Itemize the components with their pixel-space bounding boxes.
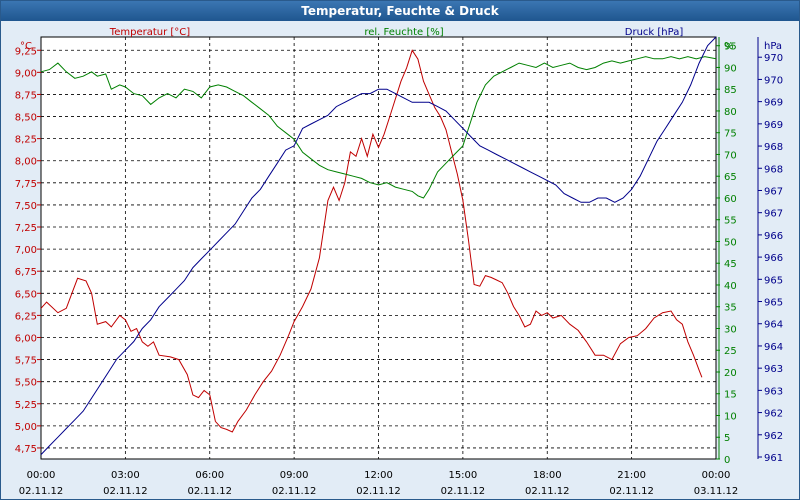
y-tick-humidity: 5 (724, 433, 730, 444)
y-tick-temperature: 5,50 (15, 378, 37, 389)
x-tick-time: 15:00 (448, 470, 477, 481)
y-tick-pressure: 968 (764, 164, 783, 175)
humidity-axis-label: rel. Feuchte [%] (364, 27, 443, 38)
temperature-unit: °C (20, 41, 32, 52)
y-tick-humidity: 30 (724, 324, 737, 335)
x-tick-date: 02.11.12 (441, 486, 486, 497)
y-tick-humidity: 35 (724, 303, 737, 314)
pressure-unit: hPa (764, 41, 782, 52)
y-tick-pressure: 963 (764, 364, 783, 375)
y-tick-humidity: 50 (724, 237, 737, 248)
y-tick-humidity: 85 (724, 85, 737, 96)
y-tick-humidity: 40 (724, 281, 737, 292)
y-tick-humidity: 25 (724, 346, 737, 357)
y-tick-pressure: 970 (764, 75, 783, 86)
y-tick-temperature: 8,75 (15, 90, 37, 101)
y-tick-pressure: 965 (764, 298, 783, 309)
x-tick-date: 03.11.12 (694, 486, 739, 497)
y-tick-temperature: 6,50 (15, 289, 37, 300)
pressure-axis: 961 962 962 963 963 964 964 965 965 966 966 967 967 9… (757, 37, 783, 464)
y-tick-humidity: 60 (724, 194, 737, 205)
y-tick-temperature: 7,50 (15, 201, 37, 212)
y-tick-pressure: 964 (764, 342, 783, 353)
x-tick-time: 03:00 (111, 470, 140, 481)
humidity-unit: % (724, 41, 734, 52)
series-line-humidity (40, 56, 717, 199)
y-tick-humidity: 10 (724, 411, 737, 422)
y-tick-temperature: 9,00 (15, 68, 37, 79)
y-tick-pressure: 963 (764, 386, 783, 397)
x-tick-date: 02.11.12 (609, 486, 654, 497)
x-tick-time: 06:00 (195, 470, 224, 481)
y-tick-temperature: 6,00 (15, 333, 37, 344)
y-tick-pressure: 962 (764, 409, 783, 420)
series-line-pressure (40, 36, 717, 455)
y-tick-temperature: 5,75 (15, 356, 37, 367)
y-tick-temperature: 7,25 (15, 223, 37, 234)
y-tick-pressure: 967 (764, 209, 783, 220)
y-tick-humidity: 70 (724, 150, 737, 161)
y-tick-pressure: 965 (764, 275, 783, 286)
x-tick-time: 18:00 (533, 470, 562, 481)
axis-labels: Temperatur [°C] rel. Feuchte [%] Druck [hP… (109, 27, 684, 38)
time-axis: 00:00 02.11.12 03:00 02.11.12 06:00 02.11.12 0… (19, 470, 739, 497)
y-tick-temperature: 8,25 (15, 135, 37, 146)
y-tick-temperature: 8,50 (15, 113, 37, 124)
x-tick-time: 00:00 (702, 470, 731, 481)
temperature-axis-label: Temperatur [°C] (109, 27, 190, 38)
chart-title: Temperatur, Feuchte & Druck (1, 1, 799, 21)
series-line-temperature (40, 49, 703, 433)
y-tick-pressure: 967 (764, 186, 783, 197)
x-tick-date: 02.11.12 (187, 486, 232, 497)
y-tick-pressure: 962 (764, 431, 783, 442)
y-tick-temperature: 6,25 (15, 311, 37, 322)
y-tick-pressure: 964 (764, 320, 783, 331)
temperature-axis: 4,75 5,00 5,25 5,50 5,75 6,00 6,25 6,50 6,75 7,00… (15, 41, 41, 455)
y-tick-pressure: 968 (764, 142, 783, 153)
y-tick-humidity: 75 (724, 129, 737, 140)
x-tick-time: 00:00 (27, 470, 56, 481)
pressure-axis-label: Druck [hPa] (625, 27, 684, 38)
humidity-axis: 0 5 10 15 20 25 30 35 40 45 50 55 60 65 70 75 80 85 90 95% (716, 37, 737, 466)
x-tick-time: 21:00 (617, 470, 646, 481)
y-tick-humidity: 90 (724, 63, 737, 74)
y-tick-temperature: 7,75 (15, 179, 37, 190)
y-tick-humidity: 55 (724, 216, 737, 227)
y-tick-temperature: 7,00 (15, 245, 37, 256)
x-tick-date: 02.11.12 (103, 486, 148, 497)
x-tick-date: 02.11.12 (356, 486, 401, 497)
y-tick-humidity: 0 (724, 455, 730, 466)
x-tick-date: 02.11.12 (272, 486, 317, 497)
y-tick-temperature: 5,00 (15, 422, 37, 433)
y-tick-temperature: 8,00 (15, 157, 37, 168)
x-tick-time: 09:00 (280, 470, 309, 481)
grid (40, 36, 717, 460)
y-tick-humidity: 95 (724, 42, 737, 53)
y-tick-humidity: 80 (724, 107, 737, 118)
y-tick-humidity: 45 (724, 259, 737, 270)
y-tick-pressure: 966 (764, 253, 783, 264)
y-tick-temperature: 9,25 (15, 46, 37, 57)
y-tick-pressure: 961 (764, 453, 783, 464)
x-tick-date: 02.11.12 (525, 486, 570, 497)
y-tick-temperature: 4,75 (15, 444, 37, 455)
y-tick-pressure: 970 (764, 53, 783, 64)
x-tick-time: 12:00 (364, 470, 393, 481)
y-tick-pressure: 966 (764, 231, 783, 242)
y-tick-humidity: 20 (724, 368, 737, 379)
y-tick-temperature: 5,25 (15, 400, 37, 411)
y-tick-pressure: 969 (764, 120, 783, 131)
y-tick-humidity: 15 (724, 390, 737, 401)
y-tick-humidity: 65 (724, 172, 737, 183)
series-group (40, 36, 717, 455)
x-tick-date: 02.11.12 (19, 486, 64, 497)
y-tick-pressure: 969 (764, 98, 783, 109)
y-tick-temperature: 6,75 (15, 267, 37, 278)
